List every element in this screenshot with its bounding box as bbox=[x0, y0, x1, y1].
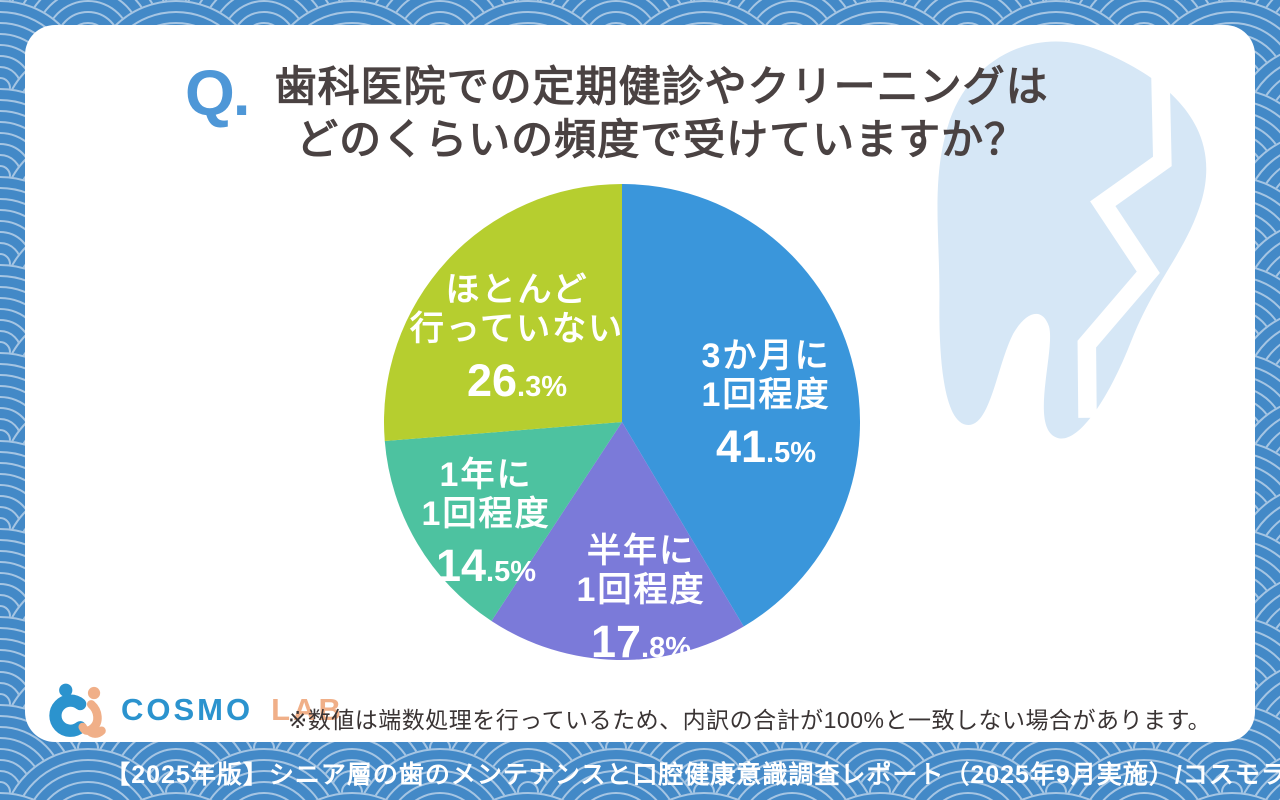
logo-text-cosmo: COSMO bbox=[121, 692, 254, 727]
pie-value-quarterly: 41.5% bbox=[715, 420, 817, 472]
pie-slice-0 bbox=[622, 184, 860, 627]
logo-mark-icon bbox=[49, 683, 106, 738]
pie-value-halfyear: 17.8% bbox=[590, 615, 692, 667]
pie-label-halfyear: 半年に 1回程度 17.8% bbox=[576, 531, 706, 667]
question-title-line2: どのくらいの頻度で受けていますか？ bbox=[296, 115, 1028, 163]
cracked-tooth-illustration bbox=[856, 27, 1255, 463]
footer-caption: 【2025年版】シニア層の歯のメンテナンスと口腔健康意識調査レポート（2025年… bbox=[105, 761, 1280, 789]
pie-slice-1 bbox=[491, 422, 744, 660]
question-title: 歯科医院での定期健診やクリーニングは どのくらいの頻度で受けていますか？ bbox=[275, 61, 1049, 167]
logo-text-lab: LAB bbox=[271, 692, 344, 727]
pie-slice-3 bbox=[384, 184, 622, 442]
pie-slice-2 bbox=[384, 422, 622, 621]
pie-label-rarely: ほとんど 行っていない 26.3% bbox=[409, 270, 625, 406]
question-header: Q. 歯科医院での定期健診やクリーニングは どのくらいの頻度で受けていますか？ bbox=[185, 61, 1049, 167]
pie-label-yearly: 1年に 1回程度 14.5% bbox=[421, 455, 551, 591]
pie-value-yearly: 14.5% bbox=[435, 539, 537, 591]
question-title-line1: 歯科医院での定期健診やクリーニングは bbox=[274, 63, 1049, 110]
rounding-note: ※数値は端数処理を行っているため、内訳の合計が100%と一致しない場合があります… bbox=[288, 707, 1212, 733]
pie-chart bbox=[384, 184, 860, 660]
cosmo-lab-logo: COSMO LAB bbox=[45, 680, 344, 740]
tooth-crack-icon bbox=[1077, 70, 1172, 418]
pie-value-rarely: 26.3% bbox=[466, 354, 568, 406]
content-card: Q. 歯科医院での定期健診やクリーニングは どのくらいの頻度で受けていますか？ … bbox=[25, 25, 1255, 742]
tooth-icon bbox=[937, 41, 1207, 439]
question-mark-label: Q. bbox=[185, 57, 251, 129]
pie-label-quarterly: 3か月に 1回程度 41.5% bbox=[701, 336, 831, 472]
